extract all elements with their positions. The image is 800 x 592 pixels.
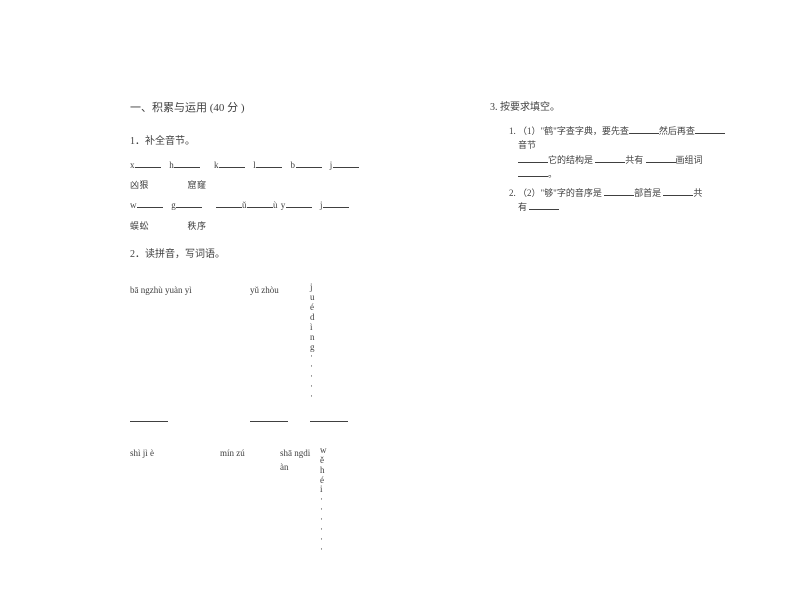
blank-cell — [130, 412, 250, 428]
blank[interactable] — [323, 207, 349, 208]
blank[interactable] — [219, 167, 245, 168]
q2-pinyin-row1: bā ngzhù yuàn yì yǔ zhòu juédìng····· — [130, 283, 440, 402]
q2-r2-d-vertical: wěhéi······ — [320, 446, 330, 555]
q1-r1-a: x — [130, 160, 135, 170]
q2-r2-a: shì jì è — [130, 446, 220, 460]
q1-row1: x h k l b j — [130, 158, 440, 172]
q3-2-tail: 共 — [693, 188, 702, 198]
blank[interactable] — [604, 195, 634, 196]
q3-1-l2d: 画组词 — [676, 155, 703, 165]
q3-item-2: （2）"够"字的音序是 部首是 共 有 — [518, 186, 770, 215]
blank[interactable] — [518, 176, 548, 177]
blank[interactable] — [518, 162, 548, 163]
blank[interactable] — [174, 167, 200, 168]
q1-r3-b: g — [171, 200, 176, 210]
q3-list: （1）"鹤"字查字典，要先查然后再查 音节 它的结构是 共有 画组词 。 （2）… — [490, 124, 770, 214]
blank[interactable] — [250, 412, 288, 422]
q1-r1-f: j — [330, 160, 333, 170]
q1-r3-f: j — [320, 200, 323, 210]
blank[interactable] — [296, 167, 322, 168]
q2-r1-c-vertical: juédìng····· — [310, 283, 320, 402]
blank[interactable] — [529, 209, 559, 210]
q1-row4: 蜈蚣 秩序 — [130, 219, 440, 233]
blank[interactable] — [247, 207, 273, 208]
q1-r2-b: 窟窿 — [188, 180, 207, 190]
q1-r1-d: l — [253, 160, 256, 170]
left-column: 一、积累与运用 (40 分 ) 1．补全音节。 x h k l b j 凶狠 窟… — [0, 0, 480, 592]
q1-r4-b: 秩序 — [188, 221, 207, 231]
q1-r3-e: ù y — [273, 200, 286, 210]
q3-title: 3. 按要求填空。 — [490, 100, 770, 116]
q3-2-l2: 有 — [518, 202, 527, 212]
q3-1-pre: （1）"鹤"字查字典，要先查 — [518, 126, 629, 136]
blank[interactable] — [256, 167, 282, 168]
blank[interactable] — [130, 412, 168, 422]
right-column: 3. 按要求填空。 （1）"鹤"字查字典，要先查然后再查 音节 它的结构是 共有… — [480, 0, 800, 592]
q1-head: 1．补全音节。 — [130, 134, 440, 150]
blank[interactable] — [646, 162, 676, 163]
q2-blank-row1 — [130, 412, 440, 428]
q1-r1-b: h — [169, 160, 174, 170]
q1-r4-a: 蜈蚣 — [130, 221, 149, 231]
q1-r1-c: k — [214, 160, 219, 170]
blank[interactable] — [333, 167, 359, 168]
q2-r1-b: yǔ zhòu — [250, 283, 310, 297]
page: 一、积累与运用 (40 分 ) 1．补全音节。 x h k l b j 凶狠 窟… — [0, 0, 800, 592]
q2-head: 2．读拼音，写词语。 — [130, 247, 440, 263]
q2-r2-c: shā ngdi àn — [280, 446, 320, 475]
blank[interactable] — [663, 195, 693, 196]
blank-cell — [310, 412, 370, 428]
q3: 3. 按要求填空。 （1）"鹤"字查字典，要先查然后再查 音节 它的结构是 共有… — [490, 100, 770, 214]
q3-num: 3. — [490, 102, 498, 113]
q2-r2-b: mín zú — [220, 446, 280, 460]
blank[interactable] — [310, 412, 348, 422]
q2: 2．读拼音，写词语。 bā ngzhù yuàn yì yǔ zhòu juéd… — [130, 247, 440, 554]
q3-2-mid: 部首是 — [634, 188, 661, 198]
q2-r1-a: bā ngzhù yuàn yì — [130, 283, 250, 297]
q1-row3: w g ǔù y j — [130, 198, 440, 212]
q3-1-tail: 。 — [548, 169, 557, 179]
q1-r3-d: ǔ — [242, 200, 247, 210]
q1-r1-e: b — [291, 160, 296, 170]
q3-item-1: （1）"鹤"字查字典，要先查 然后再查 音节 它的结构是 共有 画组词 。 — [518, 124, 770, 182]
q3-1-mid1: 然后再查 — [659, 126, 695, 136]
blank[interactable] — [595, 162, 625, 163]
blank[interactable] — [137, 207, 163, 208]
q3-1-l2a: 音节 — [518, 140, 536, 150]
blank[interactable] — [135, 167, 161, 168]
q3-text: 按要求填空。 — [500, 102, 560, 113]
blank[interactable] — [216, 207, 242, 208]
blank[interactable] — [695, 133, 725, 134]
q3-2-pre: （2）"够"字的音序是 — [518, 188, 602, 198]
q1-r2-a: 凶狠 — [130, 180, 149, 190]
q2-pinyin-row2: shì jì è mín zú shā ngdi àn wěhéi······ — [130, 446, 440, 555]
q1-r3-a: w — [130, 200, 137, 210]
blank[interactable] — [629, 133, 659, 134]
section-title: 一、积累与运用 (40 分 ) — [130, 100, 440, 118]
blank[interactable] — [176, 207, 202, 208]
q1-row2: 凶狠 窟窿 — [130, 178, 440, 192]
blank-cell — [250, 412, 310, 428]
blank[interactable] — [286, 207, 312, 208]
q3-1-l2b: 它的结构是 — [548, 155, 593, 165]
q3-1-l2c: 共有 — [625, 155, 643, 165]
